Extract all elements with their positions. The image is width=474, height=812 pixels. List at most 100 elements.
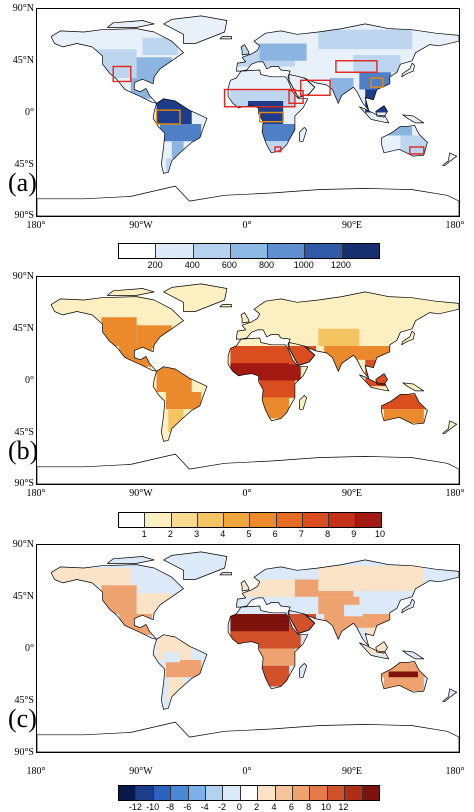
value-patch	[156, 98, 192, 124]
value-patch	[262, 665, 290, 687]
value-patch	[400, 135, 428, 157]
value-patch	[318, 29, 413, 50]
coastline-southAmerica	[152, 634, 208, 710]
colorbar-tick-label: 9	[351, 529, 357, 539]
colorbar-tick-label: -2	[217, 802, 226, 812]
colorbar-tick-label: 1000	[293, 260, 314, 270]
colorbar-swatch	[268, 244, 306, 258]
coastline-eurasia	[235, 23, 459, 111]
colorbar-swatch	[303, 513, 330, 527]
lon-tick: 0°	[242, 488, 252, 499]
colorbar-swatch	[193, 244, 231, 258]
colorbar-swatch	[136, 786, 154, 800]
coastline-northAmerica	[50, 564, 184, 640]
panel-label: (c)	[8, 704, 37, 733]
panel-c: 90°N 45°N 0° 45°S 90°S (c) 180° 90°W 0° …	[0, 536, 474, 812]
colorbar-tick-label: 5	[246, 529, 252, 539]
lat-tick: 90°N	[12, 539, 34, 550]
colorbar-tick-label: 200	[147, 260, 163, 270]
land-shading	[51, 551, 459, 710]
coastline-newguinea	[402, 382, 425, 392]
colorbar-tick-label: 6	[272, 529, 278, 539]
lat-tick: 90°S	[14, 478, 34, 489]
colorbar-tick-label: 0	[236, 802, 242, 812]
colorbar-swatch	[119, 244, 157, 258]
colorbar-swatch	[329, 513, 356, 527]
lon-tick: 180°	[26, 766, 46, 777]
panel-b: 90°N 45°N 0° 45°S 90°S (b) 180° 90°W 0° …	[0, 268, 474, 539]
region-box-orange	[370, 77, 384, 88]
coastline-africa	[227, 337, 309, 422]
lat-tick: 45°S	[14, 427, 34, 438]
value-patch	[318, 565, 424, 591]
lon-tick: 90°W	[129, 766, 153, 777]
colorbar-swatch	[258, 786, 276, 800]
coastline-greenland	[163, 15, 228, 44]
colorbar-tick-label: 8	[306, 802, 312, 812]
coastline-arcticIslands	[106, 556, 155, 564]
panel-a: 90°N 45°N 0° 45°S 90°S (a) 180° 90°W 0° …	[0, 0, 474, 270]
region-box-orange	[259, 111, 284, 123]
coastline-northAmerica	[50, 28, 184, 104]
coastline-britain	[240, 312, 250, 324]
land-shading	[51, 15, 459, 174]
colorbar-tick-label: 600	[221, 260, 237, 270]
coastline-arabia	[288, 342, 316, 366]
coastline-eurasia	[235, 291, 459, 379]
colorbar-swatch	[223, 786, 241, 800]
coastline-arcticIslands	[106, 20, 155, 28]
lon-tick: 90°W	[129, 220, 153, 231]
coastline-australia	[381, 124, 428, 157]
value-patch	[165, 392, 202, 410]
coastline-antarctica	[37, 721, 459, 752]
value-patch	[262, 397, 290, 419]
colorbar-tick-label: -12	[128, 802, 142, 812]
colorbar-swatch	[156, 244, 194, 258]
colorbar-tick-label: 2	[167, 529, 173, 539]
value-patch	[381, 394, 428, 410]
colorbar-tick-label: -4	[200, 802, 209, 812]
value-patch	[101, 585, 137, 614]
coastline-iceland	[219, 304, 232, 308]
colorbar-swatch	[197, 513, 225, 527]
lat-tick: 45°S	[14, 159, 34, 170]
value-patch	[259, 648, 295, 666]
lon-tick: 180°	[445, 488, 465, 499]
lat-tick: 90°N	[12, 3, 34, 14]
colorbar-a	[118, 243, 380, 259]
colorbar-swatch	[275, 786, 294, 800]
coastline-greenland	[163, 283, 228, 312]
value-patch	[318, 328, 360, 346]
lon-tick: 180°	[26, 488, 46, 499]
value-patch	[365, 359, 389, 387]
coastline-madagascar	[299, 127, 307, 142]
coastline-northAmerica	[50, 296, 184, 372]
coastline-eurasia	[235, 559, 459, 647]
lat-tick: 45°S	[14, 695, 34, 706]
value-patch	[156, 366, 192, 392]
colorbar-tick-label: -10	[146, 802, 160, 812]
value-patch	[259, 43, 307, 61]
coastline-antarctica	[37, 185, 459, 216]
colorbar-tick-label: 8	[325, 529, 331, 539]
value-patch	[318, 297, 424, 323]
coastline-britain	[240, 580, 250, 592]
region-box-red	[300, 79, 331, 96]
coastline-japan	[401, 598, 415, 614]
lon-tick: 90°W	[129, 488, 153, 499]
colorbar-swatch	[119, 513, 146, 527]
coastline-africa	[227, 605, 309, 690]
value-patch	[168, 677, 184, 701]
region-box-red	[223, 88, 296, 108]
coastline-borneo	[375, 641, 388, 654]
coastline-arabia	[288, 74, 316, 98]
colorbar-swatch	[250, 513, 277, 527]
coastline-indonesia	[359, 374, 390, 392]
colorbar-b	[118, 512, 382, 528]
colorbar-swatch	[230, 244, 269, 258]
colorbar-tick-label: -6	[183, 802, 192, 812]
lat-tick: 45°N	[12, 55, 34, 66]
value-patch	[353, 346, 392, 360]
coastline-southAmerica	[152, 98, 208, 174]
coastline-britain	[240, 44, 250, 56]
